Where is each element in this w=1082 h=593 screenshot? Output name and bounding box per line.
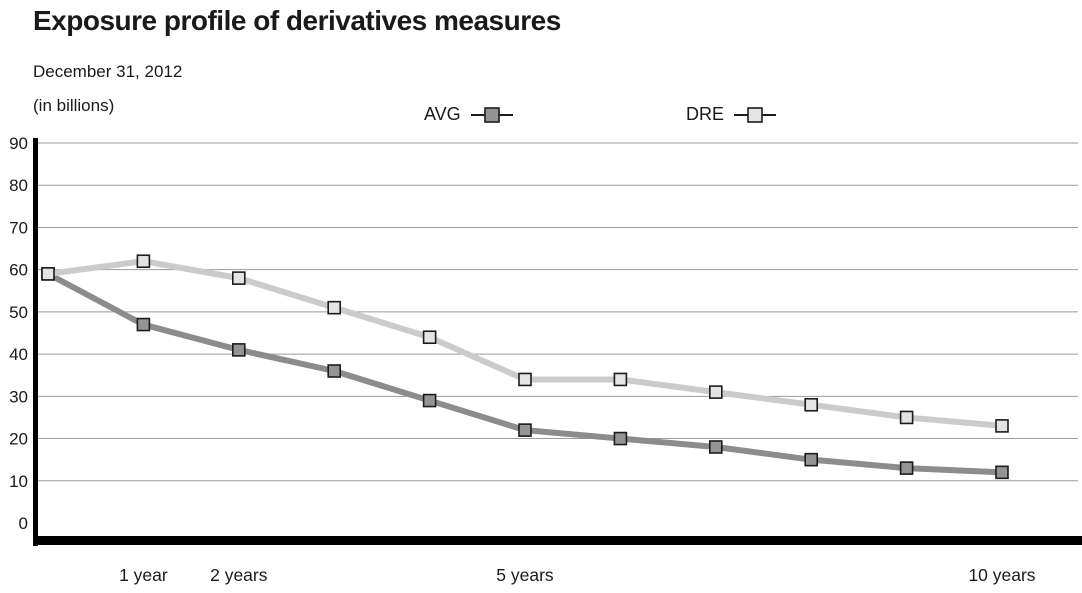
y-tick-label: 20: [9, 430, 28, 449]
avg-series-marker-icon: [470, 106, 513, 123]
chart-subtitle-date: December 31, 2012: [33, 62, 183, 81]
data-point-marker-dre: [136, 254, 151, 269]
y-tick-label: 60: [9, 261, 28, 280]
legend-square: [483, 106, 500, 123]
x-axis-tick-labels: 1 year 2 years 5 years 10 years: [119, 565, 1036, 585]
legend-label-avg: AVG: [424, 104, 461, 124]
data-point-marker-avg: [232, 343, 246, 357]
data-point-marker-avg: [613, 431, 628, 446]
y-tick-label: 30: [9, 387, 28, 406]
y-axis: [33, 138, 38, 546]
data-point-marker-dre: [518, 372, 532, 387]
y-tick-label: 70: [9, 218, 28, 237]
data-point-marker-dre: [232, 271, 246, 285]
data-point-marker-dre: [995, 419, 1009, 433]
data-point-marker-dre: [804, 397, 819, 412]
y-tick-label: 10: [9, 472, 28, 491]
y-axis-tick-labels: 0 10 20 30 40 50 60 70 80 90: [9, 134, 28, 533]
data-point-marker-avg: [518, 423, 532, 437]
legend-label-dre: DRE: [686, 104, 725, 124]
y-tick-label: 90: [9, 134, 28, 153]
legend-item-avg: AVG: [424, 104, 513, 125]
data-point-marker-avg: [327, 364, 342, 378]
dre-series-marker-icon: [734, 106, 777, 123]
y-tick-label: 40: [9, 345, 28, 364]
x-tick-label: 2 years: [210, 565, 268, 585]
data-point-marker-avg: [136, 317, 151, 332]
x-axis: [33, 536, 1082, 545]
data-point-marker-avg: [708, 440, 723, 454]
series-dre: [41, 254, 1009, 433]
y-tick-label: 80: [9, 176, 28, 195]
chart-title: Exposure profile of derivatives measures: [33, 5, 561, 36]
series-line-dre: [47, 258, 1003, 429]
legend-square: [747, 106, 763, 123]
data-point-marker-dre: [899, 410, 914, 425]
x-tick-label: 10 years: [968, 565, 1035, 585]
x-tick-label: 1 year: [119, 565, 168, 585]
data-point-marker-dre: [327, 300, 342, 315]
y-tick-label: 0: [19, 514, 28, 533]
chart-subtitle-units: (in billions): [33, 96, 115, 115]
gridlines: [38, 142, 1078, 482]
data-point-marker-avg: [804, 452, 819, 467]
data-point-marker-dre: [422, 330, 437, 345]
legend-item-dre: DRE: [686, 104, 777, 125]
data-point-marker-dre: [708, 385, 723, 399]
y-tick-label: 50: [9, 303, 28, 322]
data-point-marker-avg: [899, 461, 914, 475]
x-tick-label: 5 years: [496, 565, 554, 585]
data-point-marker-avg: [995, 465, 1009, 480]
data-point-marker-dre: [41, 267, 55, 281]
data-point-marker-dre: [613, 372, 628, 387]
data-point-marker-avg: [422, 393, 437, 408]
